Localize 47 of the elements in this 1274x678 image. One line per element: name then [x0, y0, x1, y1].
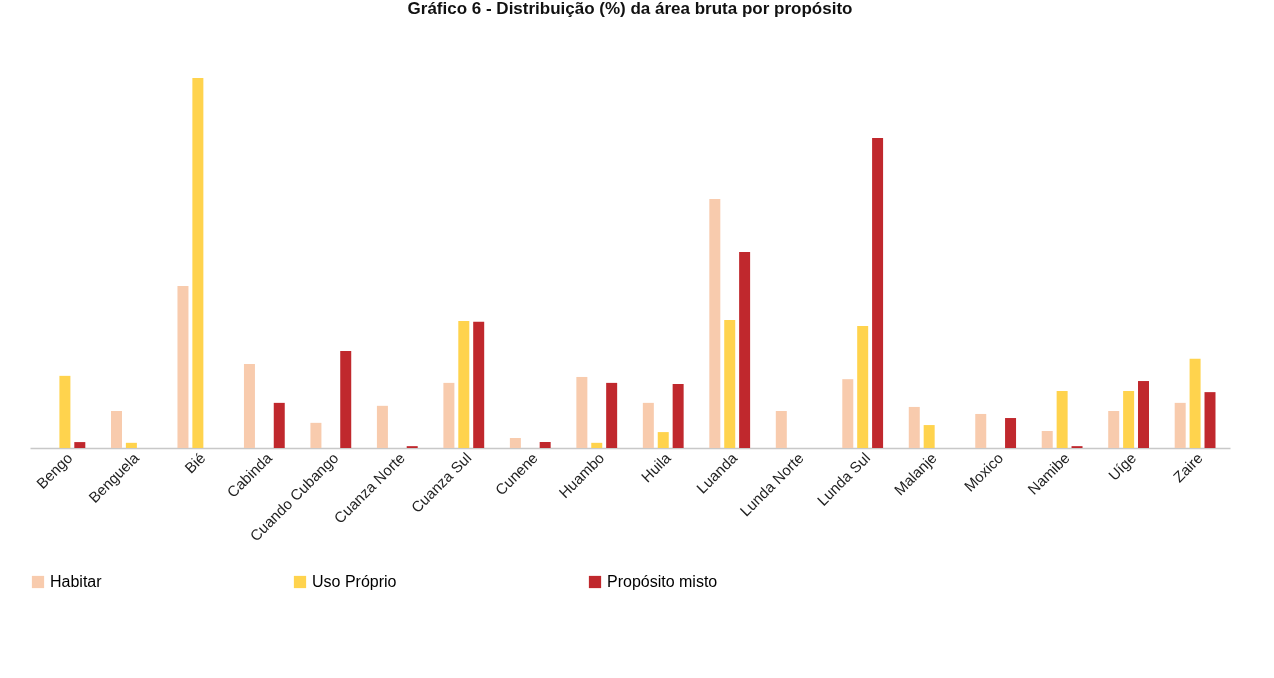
legend-label: Propósito misto: [607, 573, 718, 590]
bar: [739, 251, 751, 448]
bar: [657, 432, 669, 448]
bar: [243, 364, 255, 448]
bar: [110, 411, 122, 448]
bar: [642, 402, 654, 448]
bar: [923, 425, 935, 448]
x-tick-label: Bié: [181, 449, 209, 477]
bar: [74, 442, 86, 448]
x-tick-label: Uíge: [1104, 449, 1140, 484]
bar: [376, 405, 388, 448]
bar: [908, 406, 920, 448]
bar: [872, 137, 884, 448]
bar: [1123, 391, 1135, 448]
bar: [724, 319, 736, 448]
bar: [273, 402, 285, 448]
bar: [125, 442, 137, 448]
bar: [1138, 381, 1150, 448]
bar: [458, 321, 470, 448]
bar: [591, 442, 603, 448]
chart-title: Gráfico 6 - Distribuição (%) da área bruta por propósito: [407, 0, 853, 18]
bar: [1174, 402, 1186, 448]
bar: [59, 375, 71, 448]
bar: [310, 422, 322, 448]
bar: [775, 411, 787, 448]
bar: [443, 382, 455, 448]
bar: [1005, 418, 1017, 448]
bar: [975, 413, 987, 448]
bar: [473, 321, 485, 448]
bar: [177, 285, 189, 448]
bar: [340, 351, 352, 448]
bar: [576, 376, 588, 448]
bar: [1189, 358, 1201, 448]
bar: [1056, 391, 1068, 448]
bar: [1108, 411, 1120, 448]
bar: [1204, 392, 1216, 448]
legend-label: Habitar: [50, 573, 103, 590]
bar: [509, 438, 521, 448]
bar: [539, 442, 551, 448]
bar: [857, 325, 869, 448]
legend-label: Uso Próprio: [312, 573, 397, 590]
bar: [672, 383, 684, 448]
bar: [192, 78, 204, 448]
bar: [606, 382, 618, 448]
bar: [1041, 430, 1053, 448]
bar: [709, 198, 721, 448]
bar: [842, 379, 854, 448]
